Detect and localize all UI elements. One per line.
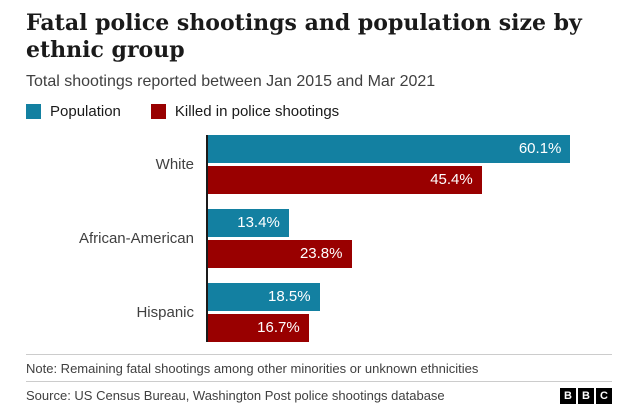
bar-value-label: 16.7%	[257, 319, 300, 337]
chart-subtitle: Total shootings reported between Jan 201…	[26, 72, 436, 90]
bar-value-label: 23.8%	[299, 245, 343, 263]
population-bar: 13.4%	[208, 208, 289, 237]
category-label: White	[155, 155, 194, 173]
category-label: African-American	[78, 229, 194, 247]
bbc-logo-letter: B	[560, 387, 576, 404]
source-row: Source: US Census Bureau, Washington Pos…	[26, 380, 612, 410]
population-bar: 18.5%	[208, 282, 320, 311]
axis-line	[206, 134, 208, 342]
killed-bar: 16.7%	[208, 313, 309, 342]
category-label: Hispanic	[136, 303, 194, 321]
population-bar: 60.1%	[208, 134, 571, 163]
bar-group-hispanic: Hispanic 18.5% 16.7%	[26, 282, 612, 342]
killed-bar: 45.4%	[208, 165, 482, 194]
legend: Population Killed in police shootings	[26, 103, 612, 120]
legend-swatch-population	[26, 103, 41, 119]
legend-item-killed: Killed in police shootings	[150, 102, 340, 120]
bar-pair: 18.5% 16.7%	[206, 282, 612, 342]
bar-chart: White 60.1% 45.4% African-American 13.4% 23.8…	[26, 134, 612, 342]
bar-group-african-american: African-American 13.4% 23.8%	[26, 208, 612, 268]
bar-value-label: 18.5%	[268, 288, 311, 306]
killed-bar: 23.8%	[208, 239, 352, 268]
chart-title: Fatal police shootings and population si…	[26, 10, 582, 63]
chart-note: Note: Remaining fatal shootings among ot…	[26, 353, 612, 381]
bar-pair: 60.1% 45.4%	[206, 134, 612, 194]
bar-value-label: 45.4%	[430, 171, 473, 189]
bar-group-white: White 60.1% 45.4%	[26, 134, 612, 194]
bbc-logo-letter: B	[578, 387, 594, 404]
legend-swatch-killed	[150, 103, 166, 119]
legend-label-population: Population	[50, 102, 121, 120]
bar-value-label: 13.4%	[237, 214, 280, 232]
legend-item-population: Population	[26, 103, 121, 120]
chart-source: Source: US Census Bureau, Washington Pos…	[26, 388, 445, 404]
bbc-logo-letter: C	[596, 387, 612, 404]
bar-value-label: 60.1%	[518, 140, 562, 158]
legend-label-killed: Killed in police shootings	[174, 102, 340, 120]
bar-pair: 13.4% 23.8%	[206, 208, 612, 268]
